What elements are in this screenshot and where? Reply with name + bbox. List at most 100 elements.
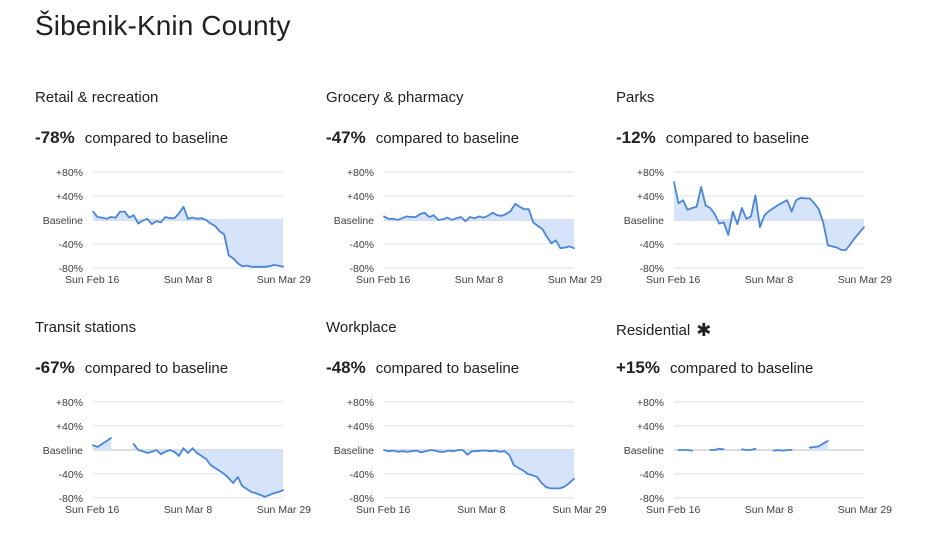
panel-title: Residential ✱ xyxy=(616,319,711,340)
x-tick-label: Sun Feb 16 xyxy=(646,274,700,286)
y-tick-label: +40% xyxy=(347,191,374,203)
y-tick-label: Baseline xyxy=(43,215,83,227)
x-tick-label: Sun Mar 29 xyxy=(257,504,311,516)
x-tick-label: Sun Feb 16 xyxy=(65,504,119,516)
series-line xyxy=(808,440,829,449)
x-tick-label: Sun Mar 29 xyxy=(548,274,602,286)
summary-value: -67% xyxy=(35,358,75,377)
series-line xyxy=(383,449,575,490)
y-tick-label: +80% xyxy=(637,167,664,179)
panel-workplace: Workplace -48% compared to baseline +80% +… xyxy=(326,319,616,529)
page-title: Šibenik-Knin County xyxy=(35,10,291,41)
series-area xyxy=(133,444,283,497)
chart-transit-stations: +80% +40% Baseline -40% -80%Sun Feb 16 Sun Ma… xyxy=(43,397,311,516)
chart-retail-recreation: +80% +40% Baseline -40% -80%Sun Feb 16 Sun Ma… xyxy=(43,167,311,286)
panel-parks: Parks -12% compared to baseline +80% +40% B… xyxy=(616,89,906,299)
series-area xyxy=(384,450,574,489)
y-tick-label: -80% xyxy=(349,493,374,505)
panel-title-text: Retail & recreation xyxy=(35,89,159,106)
chart-residential: +80% +40% Baseline -40% -80%Sun Feb 16 Sun Ma… xyxy=(624,397,892,516)
summary-value: -78% xyxy=(35,128,75,147)
y-tick-label: Baseline xyxy=(624,215,664,227)
series-line xyxy=(383,202,575,250)
y-tick-label: -80% xyxy=(639,493,664,505)
x-tick-label: Sun Mar 8 xyxy=(164,274,213,286)
y-tick-label: +40% xyxy=(347,421,374,433)
y-tick-label: -80% xyxy=(58,263,83,275)
y-tick-label: Baseline xyxy=(334,215,374,227)
x-tick-label: Sun Feb 16 xyxy=(65,274,119,286)
summary-text: compared to baseline xyxy=(375,360,520,377)
summary-text: compared to baseline xyxy=(669,360,814,377)
asterisk-icon[interactable]: ✱ xyxy=(696,320,712,340)
summary: -67% compared to baseline xyxy=(35,358,228,378)
series-line xyxy=(677,449,693,452)
y-tick-label: -40% xyxy=(639,469,664,481)
summary-text: compared to baseline xyxy=(375,130,520,147)
y-tick-label: +80% xyxy=(347,397,374,409)
panel-title: Retail & recreation xyxy=(35,89,158,106)
x-tick-label: Sun Mar 8 xyxy=(457,504,506,516)
x-tick-label: Sun Feb 16 xyxy=(356,274,410,286)
summary-text: compared to baseline xyxy=(665,130,810,147)
chart-workplace: +80% +40% Baseline -40% -80%Sun Feb 16 Sun Ma… xyxy=(334,397,607,516)
series-line xyxy=(673,181,865,251)
y-tick-label: -80% xyxy=(639,263,664,275)
y-tick-label: +40% xyxy=(637,421,664,433)
series-line xyxy=(132,443,284,498)
series-line xyxy=(92,205,284,268)
y-tick-label: Baseline xyxy=(43,445,83,457)
y-tick-label: -40% xyxy=(639,239,664,251)
y-tick-label: -40% xyxy=(58,469,83,481)
summary: -48% compared to baseline xyxy=(326,358,519,378)
x-tick-label: Sun Feb 16 xyxy=(646,504,700,516)
x-tick-label: Sun Mar 8 xyxy=(164,504,213,516)
y-tick-label: -80% xyxy=(58,493,83,505)
series-line xyxy=(92,437,112,448)
panel-title-text: Workplace xyxy=(326,319,397,336)
panel-retail-recreation: Retail & recreation -78% compared to base… xyxy=(35,89,325,299)
summary: +15% compared to baseline xyxy=(616,358,813,378)
x-tick-label: Sun Mar 29 xyxy=(257,274,311,286)
panel-title-text: Transit stations xyxy=(35,319,137,336)
panel-grocery-pharmacy: Grocery & pharmacy -47% compared to basel… xyxy=(326,89,616,299)
x-tick-label: Sun Feb 16 xyxy=(356,504,410,516)
panel-transit-stations: Transit stations -67% compared to baselin… xyxy=(35,319,325,529)
y-tick-label: +80% xyxy=(56,397,83,409)
chart-grocery-pharmacy: +80% +40% Baseline -40% -80%Sun Feb 16 Sun Ma… xyxy=(334,167,602,286)
series-line xyxy=(740,447,757,451)
x-tick-label: Sun Mar 29 xyxy=(552,504,606,516)
x-tick-label: Sun Mar 29 xyxy=(838,504,892,516)
y-tick-label: -40% xyxy=(349,469,374,481)
y-tick-label: Baseline xyxy=(334,445,374,457)
chart-parks: +80% +40% Baseline -40% -80%Sun Feb 16 Sun Ma… xyxy=(624,167,892,286)
y-tick-label: +80% xyxy=(347,167,374,179)
summary: -12% compared to baseline xyxy=(616,128,809,148)
y-tick-label: +40% xyxy=(56,191,83,203)
y-tick-label: +80% xyxy=(637,397,664,409)
summary-value: -48% xyxy=(326,358,366,377)
panel-title: Workplace xyxy=(326,319,397,336)
y-tick-label: +40% xyxy=(56,421,83,433)
panel-residential: Residential ✱ +15% compared to baseline +8… xyxy=(616,319,906,529)
series-line xyxy=(772,449,793,452)
x-tick-label: Sun Mar 8 xyxy=(745,274,794,286)
panel-title: Grocery & pharmacy xyxy=(326,89,464,106)
y-tick-label: +40% xyxy=(637,191,664,203)
summary-value: -47% xyxy=(326,128,366,147)
x-tick-label: Sun Mar 29 xyxy=(838,274,892,286)
panel-title: Parks xyxy=(616,89,654,106)
summary-value: +15% xyxy=(616,358,660,377)
panel-title-text: Residential xyxy=(616,322,691,339)
y-tick-label: -40% xyxy=(349,239,374,251)
x-tick-label: Sun Mar 8 xyxy=(745,504,794,516)
y-tick-label: +80% xyxy=(56,167,83,179)
panel-title-text: Parks xyxy=(616,89,655,106)
series-line xyxy=(709,447,725,451)
series-area xyxy=(674,182,864,250)
y-tick-label: Baseline xyxy=(624,445,664,457)
summary-value: -12% xyxy=(616,128,656,147)
x-tick-label: Sun Mar 8 xyxy=(455,274,504,286)
summary: -47% compared to baseline xyxy=(326,128,519,148)
y-tick-label: -40% xyxy=(58,239,83,251)
